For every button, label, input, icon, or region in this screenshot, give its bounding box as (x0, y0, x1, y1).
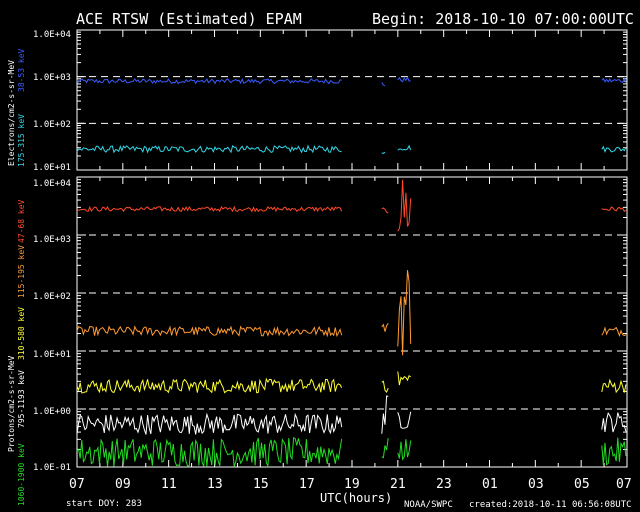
series-line-38-53-keV (381, 82, 386, 87)
series-line-38-53-keV (601, 77, 627, 84)
series-line-175-315-keV (601, 145, 627, 153)
electron-ytick-label: 1.0E+04 (33, 30, 71, 40)
proton-ytick-label: 1.0E-01 (33, 463, 71, 473)
xtick-label: 01 (482, 477, 498, 492)
electron-ytick-label: 1.0E+03 (33, 73, 71, 83)
begin-time: Begin: 2018-10-10 07:00:00UTC (372, 10, 634, 28)
legend-p-115-195: 115-195 keV (17, 245, 26, 298)
xtick-label: 17 (299, 477, 315, 492)
electron-ylabel: Electrons/cm2-s-sr-MeV (7, 60, 16, 166)
series-line-795-1193-keV (381, 395, 389, 434)
series-line-1060-1900-keV (601, 437, 627, 466)
xtick-label: 11 (161, 477, 177, 492)
start-doy: start DOY: 283 (66, 499, 142, 509)
series-line-115-195-keV (76, 325, 343, 338)
series-line-310-580-keV (601, 378, 627, 394)
xtick-label: 15 (253, 477, 269, 492)
xtick-label: 19 (344, 477, 360, 492)
series-line-310-580-keV (76, 377, 343, 394)
generated-chart-marks (76, 29, 628, 468)
xtick-label: 09 (115, 477, 131, 492)
series-line-38-53-keV (76, 77, 342, 85)
legend-p-795-1193: 795-1193 keV (17, 370, 26, 428)
proton-ytick-label: 1.0E+01 (33, 350, 71, 360)
xtick-label: 21 (390, 477, 406, 492)
series-line-115-195-keV (397, 270, 412, 356)
source-credit: NOAA/SWPC (404, 500, 453, 510)
series-line-47-68-keV (601, 206, 627, 213)
xtick-labels: 07 09 11 13 15 17 19 21 23 01 03 05 07 (69, 477, 632, 492)
electron-ytick-labels: 1.0E+04 1.0E+03 1.0E+02 1.0E+01 (33, 30, 71, 173)
legend-p-47-68: 47-68 keV (17, 199, 26, 243)
series-line-310-580-keV (381, 380, 389, 394)
created-time: created:2018-10-11 06:56:08UTC (469, 500, 632, 510)
proton-ytick-label: 1.0E+04 (33, 179, 71, 189)
chart-title: ACE RTSW (Estimated) EPAM (76, 10, 302, 28)
xtick-label: 13 (207, 477, 223, 492)
xtick-label: 03 (528, 477, 544, 492)
legend-p-310-580: 310-580 keV (17, 307, 26, 360)
proton-ytick-labels: 1.0E+04 1.0E+03 1.0E+02 1.0E+01 1.0E+00 … (33, 179, 71, 473)
series-line-175-315-keV (397, 144, 412, 151)
series-line-1060-1900-keV (76, 437, 343, 468)
series-line-115-195-keV (381, 323, 389, 332)
xtick-label: 07 (69, 477, 85, 492)
series-line-1060-1900-keV (381, 438, 389, 459)
proton-ytick-label: 1.0E+03 (33, 235, 71, 245)
series-line-47-68-keV (397, 179, 412, 232)
proton-ytick-label: 1.0E+02 (33, 292, 71, 302)
legend-p-1060-1900: 1060-1900 keV (17, 443, 26, 506)
xtick-label: 23 (436, 477, 452, 492)
legend-e-175-315: 175-315 keV (17, 114, 26, 167)
series-line-47-68-keV (381, 207, 389, 214)
xtick-label: 05 (574, 477, 590, 492)
series-line-795-1193-keV (397, 411, 412, 429)
series-line-795-1193-keV (76, 412, 343, 435)
electron-ytick-label: 1.0E+01 (33, 163, 71, 173)
series-line-47-68-keV (76, 205, 343, 213)
electron-ytick-label: 1.0E+02 (33, 120, 71, 130)
series-line-175-315-keV (76, 144, 342, 154)
xtick-label: 07 (616, 477, 632, 492)
series-line-38-53-keV (397, 76, 411, 83)
proton-ytick-label: 1.0E+00 (33, 407, 71, 417)
series-line-115-195-keV (601, 326, 627, 338)
proton-ylabel: Protons/cm2-s-sr-MeV (7, 355, 16, 452)
legend-e-38-53: 38-53 keV (17, 48, 26, 92)
series-line-795-1193-keV (601, 412, 627, 433)
series-line-175-315-keV (381, 151, 386, 154)
series-line-1060-1900-keV (397, 439, 412, 461)
x-axis-label: UTC(hours) (320, 491, 392, 505)
series-line-310-580-keV (397, 371, 411, 386)
